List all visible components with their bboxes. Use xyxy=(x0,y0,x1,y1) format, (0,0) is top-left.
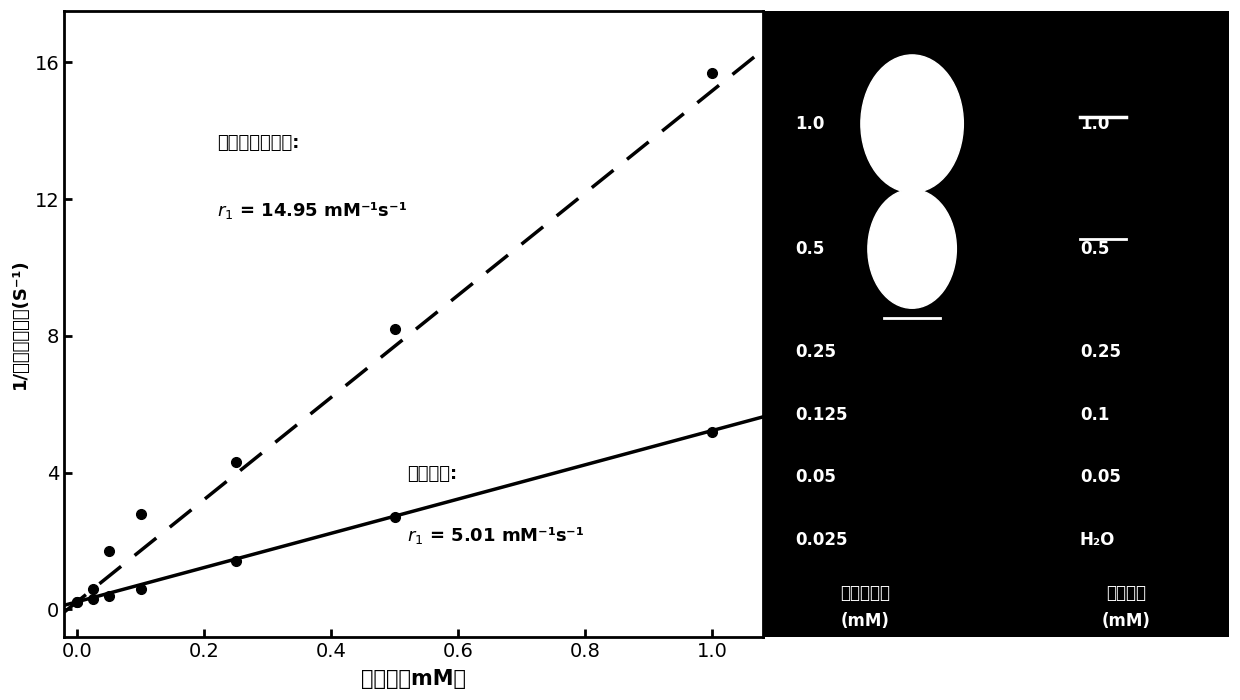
Text: H₂O: H₂O xyxy=(1080,531,1115,549)
Text: 氧化钆深针: 氧化钆深针 xyxy=(841,584,890,602)
Text: 1.0: 1.0 xyxy=(796,115,825,133)
Y-axis label: 1/纵向弛豫时间(S⁻¹): 1/纵向弛豫时间(S⁻¹) xyxy=(11,258,29,389)
Circle shape xyxy=(868,190,956,308)
Text: (mM): (mM) xyxy=(1102,612,1151,630)
Text: 0.05: 0.05 xyxy=(796,468,837,486)
Text: 0.125: 0.125 xyxy=(796,405,848,424)
Text: 钆喷葡胺:: 钆喷葡胺: xyxy=(407,466,458,484)
Text: 0.1: 0.1 xyxy=(1080,405,1110,424)
Text: 1.0: 1.0 xyxy=(1080,115,1110,133)
Text: (mM): (mM) xyxy=(841,612,890,630)
Text: 0.25: 0.25 xyxy=(796,343,837,361)
Text: $\mathit{r}_{\mathit{1}}$ = 5.01 mM⁻¹s⁻¹: $\mathit{r}_{\mathit{1}}$ = 5.01 mM⁻¹s⁻¹ xyxy=(407,525,585,546)
Text: 0.5: 0.5 xyxy=(1080,240,1110,258)
X-axis label: 钆浓度（mM）: 钆浓度（mM） xyxy=(361,669,466,689)
Text: 0.05: 0.05 xyxy=(1080,468,1121,486)
Text: 氧化钆纳米探针:: 氧化钆纳米探针: xyxy=(217,134,299,152)
Text: 0.25: 0.25 xyxy=(1080,343,1121,361)
Text: $\mathit{r}_{\mathit{1}}$ = 14.95 mM⁻¹s⁻¹: $\mathit{r}_{\mathit{1}}$ = 14.95 mM⁻¹s⁻… xyxy=(217,200,407,221)
Text: 钆喷葡胺: 钆喷葡胺 xyxy=(1106,584,1147,602)
Circle shape xyxy=(861,55,963,192)
Text: 0.5: 0.5 xyxy=(796,240,825,258)
Text: 0.025: 0.025 xyxy=(796,531,848,549)
